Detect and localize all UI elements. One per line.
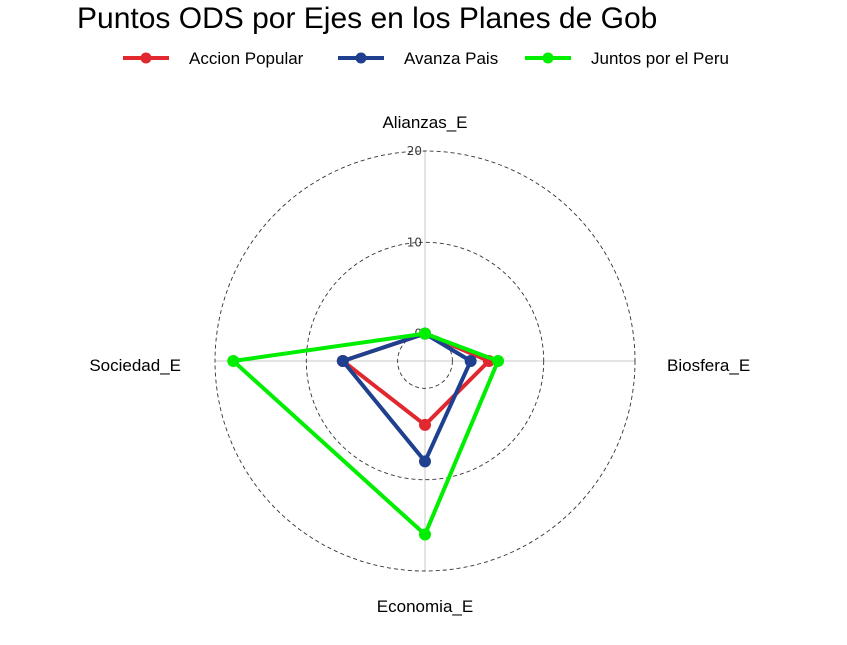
chart-title: Puntos ODS por Ejes en los Planes de Gob (77, 2, 657, 35)
data-point-avanza-pais-economia_e (419, 455, 431, 468)
legend-label: Accion Popular (189, 49, 304, 68)
data-point-accion-popular-economia_e (419, 418, 431, 431)
legend-swatch-point (355, 52, 367, 64)
data-point-avanza-pais-biosfera_e (464, 355, 477, 367)
data-point-juntos-por-el-peru-sociedad_e (227, 355, 240, 367)
grid-circle-20 (214, 150, 636, 572)
radial-tick-label: 10 (407, 235, 422, 249)
data-point-avanza-pais-sociedad_e (336, 355, 349, 367)
series-line-juntos-por-el-peru (231, 331, 500, 537)
legend: Accion Popular Avanza Pais Juntos por el P… (123, 49, 729, 68)
legend-swatch-point (542, 52, 554, 64)
legend-label: Juntos por el Peru (591, 49, 729, 68)
axis-label-alianzas_e: Alianzas_E (382, 113, 467, 132)
legend-item-juntos-por-el-peru: Juntos por el Peru (525, 49, 729, 68)
series-group (227, 327, 505, 541)
radial-tick-label: 20 (407, 144, 422, 158)
data-point-juntos-por-el-peru-alianzas_e (419, 327, 431, 340)
legend-item-avanza-pais: Avanza Pais (338, 49, 498, 68)
axis-label-sociedad_e: Sociedad_E (89, 356, 181, 375)
legend-item-accion-popular: Accion Popular (123, 49, 304, 68)
data-point-juntos-por-el-peru-economia_e (419, 528, 431, 541)
legend-swatch-point (140, 52, 152, 64)
legend-label: Avanza Pais (404, 49, 498, 68)
axis-labels: Alianzas_E Biosfera_E Economia_E Sociedad_E (89, 113, 750, 616)
axis-label-economia_e: Economia_E (377, 597, 473, 616)
grid-circle-10 (305, 241, 545, 481)
data-point-juntos-por-el-peru-biosfera_e (492, 355, 505, 367)
axis-label-biosfera_e: Biosfera_E (667, 356, 750, 375)
